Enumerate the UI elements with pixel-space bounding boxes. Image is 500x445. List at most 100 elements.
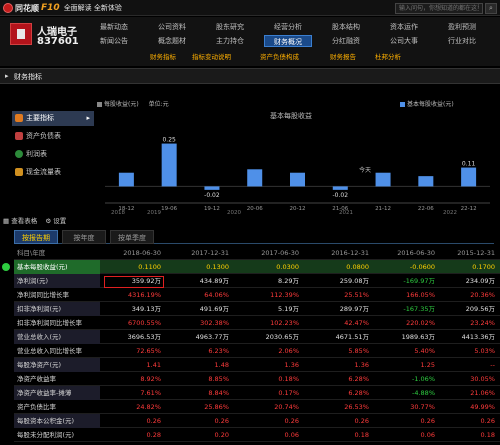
table-cell: 0.17% (278, 389, 299, 397)
table-view-icon[interactable]: ▦ (3, 217, 10, 225)
table-row[interactable]: 净资产收益率-摊薄 7.61% 8.84% 0.17% 6.28% -4.88% 21.06… (14, 386, 500, 400)
chart-legend-left: 每股收益(元) 单位:元 (97, 99, 169, 108)
tab-quarterly[interactable]: 按单季度 (110, 230, 154, 244)
collapse-icon[interactable]: ▸ (5, 72, 9, 80)
bar[interactable] (204, 186, 220, 190)
table-cell: 1.48 (214, 361, 229, 369)
bar[interactable] (290, 172, 305, 187)
table-row[interactable]: 净利润(元) 359.92万 434.89万 8.29万 259.08万 -169.97万… (14, 274, 500, 288)
table-cell: 434.89万 (199, 277, 229, 285)
table-cell: 0.1300 (206, 263, 229, 271)
table-view-label[interactable]: 查看表格 (11, 217, 38, 225)
row-label: 营业总收入(元) (14, 330, 100, 344)
table-cell: 0.26 (420, 417, 435, 425)
table-toolbar: ▦ 查看表格 ⚙ 设置 (3, 215, 123, 227)
row-label: 每股未分配利润(元) (17, 431, 75, 439)
table-row[interactable]: 基本每股收益(元) 0.1100 0.1300 0.0300 0.0800 -0.0600… (2, 260, 500, 274)
table-cell: -- (490, 361, 495, 369)
subnav-reports[interactable]: 财务报告 (330, 53, 356, 61)
nav-capital-ops[interactable]: 资本运作 (390, 23, 418, 31)
table-row[interactable]: 净利润同比增长率 4316.19% 64.06% 112.39% 25.51% 166.0… (14, 288, 500, 302)
nav-operation[interactable]: 经营分析 (274, 23, 302, 31)
x-tick-label: 22-06 (418, 206, 434, 212)
subnav-dupont[interactable]: 杜邦分析 (375, 53, 401, 61)
table-row[interactable]: 资产负债比率 24.82% 25.86% 20.74% 26.53% 30.77% 49.9… (14, 400, 500, 414)
table-cell: 2.06% (278, 347, 299, 355)
nav-industry[interactable]: 行业对比 (448, 37, 476, 45)
nav-positions[interactable]: 主力持仓 (216, 37, 244, 45)
table-row[interactable]: 扣非净利润(元) 349.13万 491.69万 5.19万 289.97万 -167.3… (14, 302, 500, 316)
bar[interactable] (118, 172, 134, 187)
table-row[interactable]: 每股净资产(元) 1.41 1.48 1.36 1.36 1.25 -- (14, 358, 500, 372)
nav-latest[interactable]: 最新动态 (100, 23, 128, 31)
table-row[interactable]: 营业总收入同比增长率 72.65% 6.23% 2.06% 5.85% 5.40% 5.03… (14, 344, 500, 358)
table-cell: -4.88% (412, 389, 435, 397)
table-cell: 25.51% (344, 291, 369, 299)
menu-label: 主要指标 (26, 114, 54, 122)
bar[interactable] (418, 176, 434, 187)
bar[interactable] (375, 172, 391, 187)
table-header-cell[interactable]: 2017-06-30 (261, 249, 299, 257)
stock-name: 人瑞电子 (37, 27, 77, 38)
row-label: 净利润同比增长率 (17, 291, 69, 299)
nav-news[interactable]: 新闻公告 (100, 37, 128, 45)
table-cell: 8.85% (208, 375, 229, 383)
menu-item-profit[interactable]: 利润表 (12, 147, 94, 162)
nav-forecast[interactable]: 盈利预测 (448, 23, 476, 31)
row-label: 基本每股收益(元) (14, 260, 100, 274)
nav-company[interactable]: 公司资料 (158, 23, 186, 31)
table-header-cell[interactable]: 2018-06-30 (123, 249, 161, 257)
bar[interactable] (161, 143, 177, 187)
year-label: 2020 (227, 210, 241, 216)
nav-holders[interactable]: 股东研究 (216, 23, 244, 31)
table-cell: 349.13万 (131, 305, 161, 313)
table-cell: 0.0300 (276, 263, 299, 271)
table-row[interactable]: 扣非净利润同比增长率 6700.55% 302.38% 102.23% 42.47% 22… (14, 316, 500, 330)
table-row[interactable]: 营业总收入(元) 3696.53万 4963.77万 2030.65万 4671.51万… (14, 330, 500, 344)
search-input[interactable] (395, 3, 483, 14)
table-header-cell[interactable]: 2016-06-30 (397, 249, 435, 257)
table-row[interactable]: 每股未分配利润(元) 0.28 0.20 0.06 0.18 0.06 0.18 (14, 428, 500, 442)
bar[interactable] (461, 167, 477, 187)
chart-plot: 18-12 0.25 19-06 -0.02 19-12 20-06 20-12 -0.02 2… (105, 137, 490, 212)
subnav-changes[interactable]: 指标变动说明 (192, 53, 231, 61)
tab-annual[interactable]: 按年度 (62, 230, 106, 244)
tab-report-period[interactable]: 按报告期 (14, 230, 58, 244)
app-logo[interactable]: 同花顺 F10 全面解读 全新体验 (3, 2, 122, 14)
table-cell: 4963.77万 (195, 333, 229, 341)
stock-info: 人瑞电子 837601 (10, 21, 86, 51)
menu-item-main[interactable]: 主要指标 ▸ (12, 111, 94, 126)
chart-icon (15, 114, 23, 122)
logo-icon (3, 3, 13, 13)
search-icon[interactable]: ⌕ (485, 3, 497, 14)
nav-concepts[interactable]: 概念题材 (158, 37, 186, 45)
table-header-cell[interactable]: 2017-12-31 (191, 249, 229, 257)
nav-dividends[interactable]: 分红融资 (332, 37, 360, 45)
subnav-balance[interactable]: 资产负债构成 (260, 53, 299, 61)
menu-item-balance[interactable]: 资产负债表 (12, 129, 94, 144)
table-header-cell[interactable]: 2015-12-31 (457, 249, 495, 257)
table-row[interactable]: 净资产收益率 8.92% 8.85% 0.18% 6.28% -1.06% 30.05% (14, 372, 500, 386)
x-tick-label: 20-06 (247, 206, 263, 212)
nav-finance[interactable]: 财务概况 (264, 35, 312, 47)
table-header-cell[interactable]: 2016-12-31 (331, 249, 369, 257)
settings-label[interactable]: 设置 (53, 217, 67, 225)
subnav-indicators[interactable]: 财务指标 (150, 53, 176, 61)
nav-capital[interactable]: 股本结构 (332, 23, 360, 31)
highlight-box (104, 276, 164, 288)
balance-icon (15, 132, 23, 140)
menu-item-cash[interactable]: 现金流量表 (12, 165, 94, 180)
table-row[interactable]: 每股资本公积金(元) 0.26 0.26 0.26 0.26 0.26 0.26 (14, 414, 500, 428)
row-label: 净资产收益率 (17, 375, 56, 383)
table-cell: 112.39% (270, 291, 299, 299)
settings-icon[interactable]: ⚙ (45, 217, 52, 225)
bar[interactable] (332, 186, 348, 190)
year-label: 2021 (339, 210, 353, 216)
row-label: 资产负债比率 (17, 403, 56, 411)
row-label: 营业总收入同比增长率 (17, 347, 82, 355)
bar[interactable] (247, 169, 263, 187)
table-cell: 0.1100 (138, 263, 161, 271)
nav-events[interactable]: 公司大事 (390, 37, 418, 45)
table-cell: 1.41 (146, 361, 161, 369)
table-cell: 6.28% (348, 389, 369, 397)
